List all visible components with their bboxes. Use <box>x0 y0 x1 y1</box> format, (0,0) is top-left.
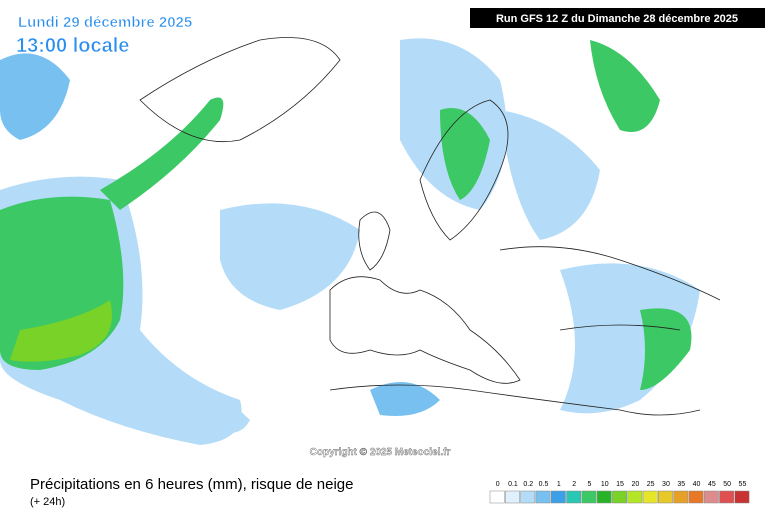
footer-title: Précipitations en 6 heures (mm), risque … <box>30 476 354 493</box>
legend-swatch <box>673 490 689 504</box>
legend-swatch <box>596 490 612 504</box>
legend-swatch <box>719 490 735 504</box>
legend-swatch <box>550 490 566 504</box>
legend-label: 40 <box>693 481 701 488</box>
forecast-time: 13:00 locale <box>16 35 129 57</box>
legend-label: 35 <box>677 481 685 488</box>
coastlines <box>139 37 721 416</box>
legend-swatch <box>703 490 719 504</box>
legend-label: 50 <box>723 481 731 488</box>
legend-swatch <box>642 490 658 504</box>
legend-label: 10 <box>601 481 609 488</box>
legend-swatch <box>535 490 551 504</box>
legend-swatch <box>658 490 673 504</box>
run-info: Run GFS 12 Z du Dimanche 28 décembre 202… <box>496 13 738 25</box>
legend-label: 20 <box>631 481 639 488</box>
legend-swatch <box>505 490 520 504</box>
legend-label: 45 <box>708 481 716 488</box>
legend-swatch <box>520 490 536 504</box>
legend: 0 0.1 0.2 0.5 1 2 5 10 15 20 25 30 35 40 45 50 55 <box>489 481 750 504</box>
legend-swatch <box>489 490 505 504</box>
run-banner <box>470 8 765 28</box>
legend-swatch <box>734 490 750 504</box>
legend-label: 30 <box>662 481 670 488</box>
legend-label: 25 <box>647 481 655 488</box>
legend-label: 0.1 <box>508 481 518 488</box>
footer-lead: (+ 24h) <box>30 496 65 508</box>
legend-label: 5 <box>587 481 591 488</box>
legend-label: 0.2 <box>523 481 533 488</box>
copyright: Copyright © 2025 Meteociel.fr <box>310 447 451 458</box>
legend-label: 0 <box>496 481 500 488</box>
legend-label: 15 <box>616 481 624 488</box>
legend-label: 0.5 <box>539 481 549 488</box>
legend-swatch <box>688 490 704 504</box>
legend-label: 1 <box>557 481 561 488</box>
legend-label: 2 <box>572 481 576 488</box>
legend-swatch <box>566 490 582 504</box>
legend-label: 55 <box>739 481 747 488</box>
legend-swatch <box>612 490 627 504</box>
forecast-date: Lundi 29 décembre 2025 <box>18 14 192 31</box>
legend-swatch <box>627 490 643 504</box>
legend-swatch <box>581 490 597 504</box>
